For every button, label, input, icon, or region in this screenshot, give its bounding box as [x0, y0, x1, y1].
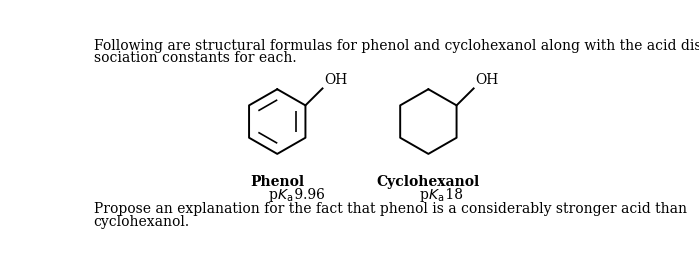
Text: 18: 18 — [441, 188, 463, 202]
Text: Following are structural formulas for phenol and cyclohexanol along with the aci: Following are structural formulas for ph… — [94, 39, 699, 53]
Text: sociation constants for each.: sociation constants for each. — [94, 51, 296, 65]
Text: $K_\mathrm{a}$: $K_\mathrm{a}$ — [278, 188, 294, 204]
Text: p: p — [268, 188, 278, 202]
Text: $K_\mathrm{a}$: $K_\mathrm{a}$ — [428, 188, 445, 204]
Text: 9.96: 9.96 — [289, 188, 324, 202]
Text: OH: OH — [324, 73, 347, 87]
Text: cyclohexanol.: cyclohexanol. — [94, 215, 189, 229]
Text: Phenol: Phenol — [250, 175, 304, 189]
Text: Propose an explanation for the fact that phenol is a considerably stronger acid : Propose an explanation for the fact that… — [94, 202, 686, 216]
Text: p: p — [419, 188, 428, 202]
Text: Cyclohexanol: Cyclohexanol — [377, 175, 480, 189]
Text: OH: OH — [475, 73, 498, 87]
